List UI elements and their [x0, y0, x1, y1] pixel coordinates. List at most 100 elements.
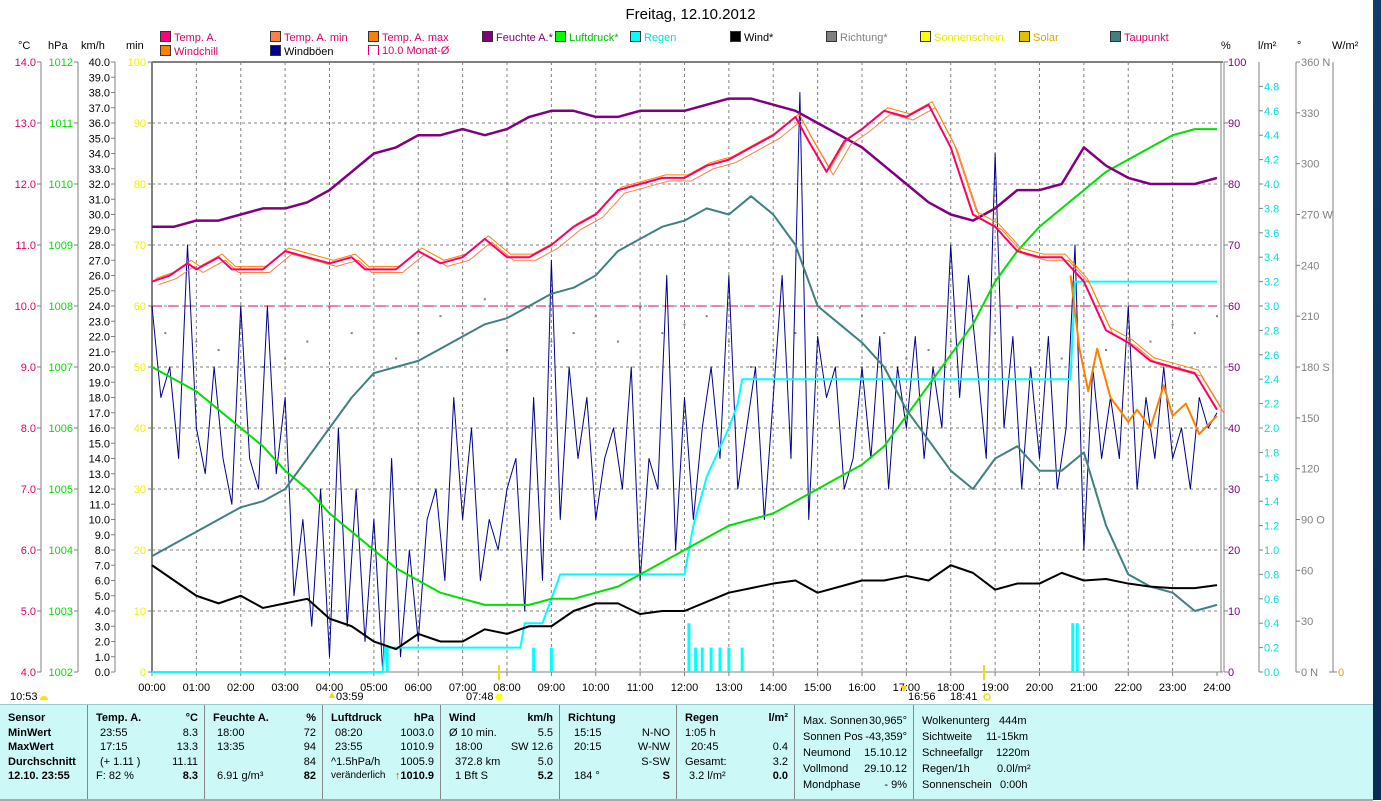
axis-label-humidity: 20: [1228, 545, 1240, 557]
direction-point: [1038, 349, 1041, 352]
legend-item: Temp. A.: [160, 31, 217, 44]
legend-item: Richtung*: [826, 31, 888, 44]
axis-label-humidity: 50: [1228, 362, 1240, 374]
axis-label-direction: 30: [1301, 616, 1313, 628]
axis-label-rain: 2.6: [1264, 350, 1279, 362]
axis-label-rain: 1.4: [1264, 496, 1279, 508]
wind-distance: 372.8 km: [455, 755, 501, 768]
series-temp-a-max: [155, 101, 1221, 407]
humidity-current: 82: [303, 770, 316, 782]
legend-item: Taupunkt: [1110, 31, 1169, 44]
time-label: 19:00: [981, 682, 1009, 694]
axis-label-wind: 31.0: [89, 194, 110, 206]
time-label: 12:00: [671, 682, 699, 694]
axis-label-wind: 37.0: [89, 103, 110, 115]
axis-label-rain: 2.8: [1264, 325, 1279, 337]
axis-label-wind: 15.0: [89, 438, 110, 450]
time-label: 09:00: [538, 682, 566, 694]
sun-pos-value: -43,359°: [865, 731, 907, 743]
legend-label: Temp. A. min: [284, 32, 348, 44]
rain-bar: [687, 623, 691, 672]
rain-bar: [718, 647, 722, 672]
axis-label-rain: 0.4: [1264, 618, 1279, 630]
series-regen: [152, 280, 1217, 673]
series-feuchte-a-: [152, 97, 1218, 228]
axis-label-rain: 1.2: [1264, 521, 1279, 533]
humidity-header: Feuchte A.: [213, 712, 269, 724]
axis-label-temp: 6.0: [21, 545, 36, 557]
temp-current: 8.3: [182, 770, 198, 782]
direction-point: [395, 357, 398, 360]
axis-label-temp: 4.0: [21, 667, 36, 679]
col-rain: Regen l/m² 1:05 h 20:45 0.4 Gesamt: 3.2 3.2…: [677, 705, 795, 799]
axis-label-wind: 10.0: [89, 515, 110, 527]
new-moon-value: 15.10.12: [864, 747, 907, 759]
moonset-time: 03:59: [336, 691, 364, 703]
direction-point: [1193, 332, 1196, 335]
direction-point: [372, 374, 375, 377]
legend-label: Temp. A.: [174, 32, 217, 44]
legend-swatch-icon: [1110, 31, 1121, 42]
series-taupunkt: [151, 195, 1218, 612]
direction-point: [683, 323, 686, 326]
moon-phase-value: - 9%: [884, 779, 907, 791]
axis-label-pressure: 1006: [49, 423, 73, 435]
pressure-header: Luftdruck: [331, 712, 382, 724]
direction-point: [350, 332, 353, 335]
temp-feel: F: 82 %: [96, 770, 134, 782]
legend-item: Windchill: [160, 45, 218, 58]
axis-label-minutes: 40: [134, 423, 146, 435]
direction-point: [1171, 323, 1174, 326]
axis-label-wind: 3.0: [95, 621, 110, 633]
axis-label-wind: 16.0: [89, 423, 110, 435]
direction-point: [550, 340, 553, 343]
direction-point: [616, 340, 619, 343]
time-label: 16:00: [848, 682, 876, 694]
sunrise-icon: [495, 693, 503, 701]
axis-label-rain: 4.6: [1264, 106, 1279, 118]
axis-label-temp: 8.0: [21, 423, 36, 435]
sunset-time: 18:41: [950, 691, 978, 703]
legend-item: Temp. A. max: [368, 31, 449, 44]
axis-label-rain: 3.4: [1264, 252, 1279, 264]
axis-label-wind: 14.0: [89, 454, 110, 466]
axis-label-direction: 90 O: [1301, 515, 1325, 527]
direction-point: [705, 315, 708, 318]
legend-item: Wind*: [730, 31, 773, 44]
direction-v3: S-SW: [641, 755, 670, 768]
axis-label-wind: 33.0: [89, 164, 110, 176]
direction-point: [883, 332, 886, 335]
pressure-unit: hPa: [413, 712, 434, 724]
legend-label: Sonnenschein: [934, 32, 1004, 44]
direction-point: [927, 349, 930, 352]
axis-label-humidity: 80: [1228, 179, 1240, 191]
axis-label-rain: 0.8: [1264, 569, 1279, 581]
axis-label-pressure: 1004: [49, 545, 73, 557]
axis-label-direction: 180 S: [1301, 362, 1330, 374]
legend-label: Richtung*: [840, 32, 888, 44]
axis-label-wind: 17.0: [89, 408, 110, 420]
axis-label-wind: 11.0: [89, 499, 110, 511]
axis-label-wind: 35.0: [89, 133, 110, 145]
temp-max-value: 13.3: [176, 741, 198, 753]
rain-bar: [700, 647, 704, 672]
axis-label-wind: 2.0: [95, 637, 110, 649]
axis-label-rain: 1.6: [1264, 472, 1279, 484]
axis-label-wind: 21.0: [89, 347, 110, 359]
legend-item: Sonnenschein: [920, 31, 1004, 44]
wind-max-time: 18:00: [455, 741, 483, 753]
legend-label: Wind*: [744, 32, 774, 44]
axis-label-rain: 4.2: [1264, 155, 1279, 167]
axis-label-pressure: 1009: [49, 240, 73, 252]
pressure-min-time: 08:20: [335, 726, 363, 739]
axis-label-temp: 10.0: [15, 301, 36, 313]
direction-v1: N-NO: [641, 726, 670, 739]
time-label: 03:00: [271, 682, 299, 694]
pressure-max-value: 1010.9: [400, 741, 434, 753]
direction-degrees: 184 °: [574, 770, 600, 782]
axis-label-solar: 0: [1338, 667, 1344, 679]
axis-label-temp: 13.0: [15, 118, 36, 130]
legend-item: Temp. A. min: [270, 31, 348, 44]
series-regen-bars: [385, 623, 1079, 672]
direction-point: [639, 306, 642, 309]
